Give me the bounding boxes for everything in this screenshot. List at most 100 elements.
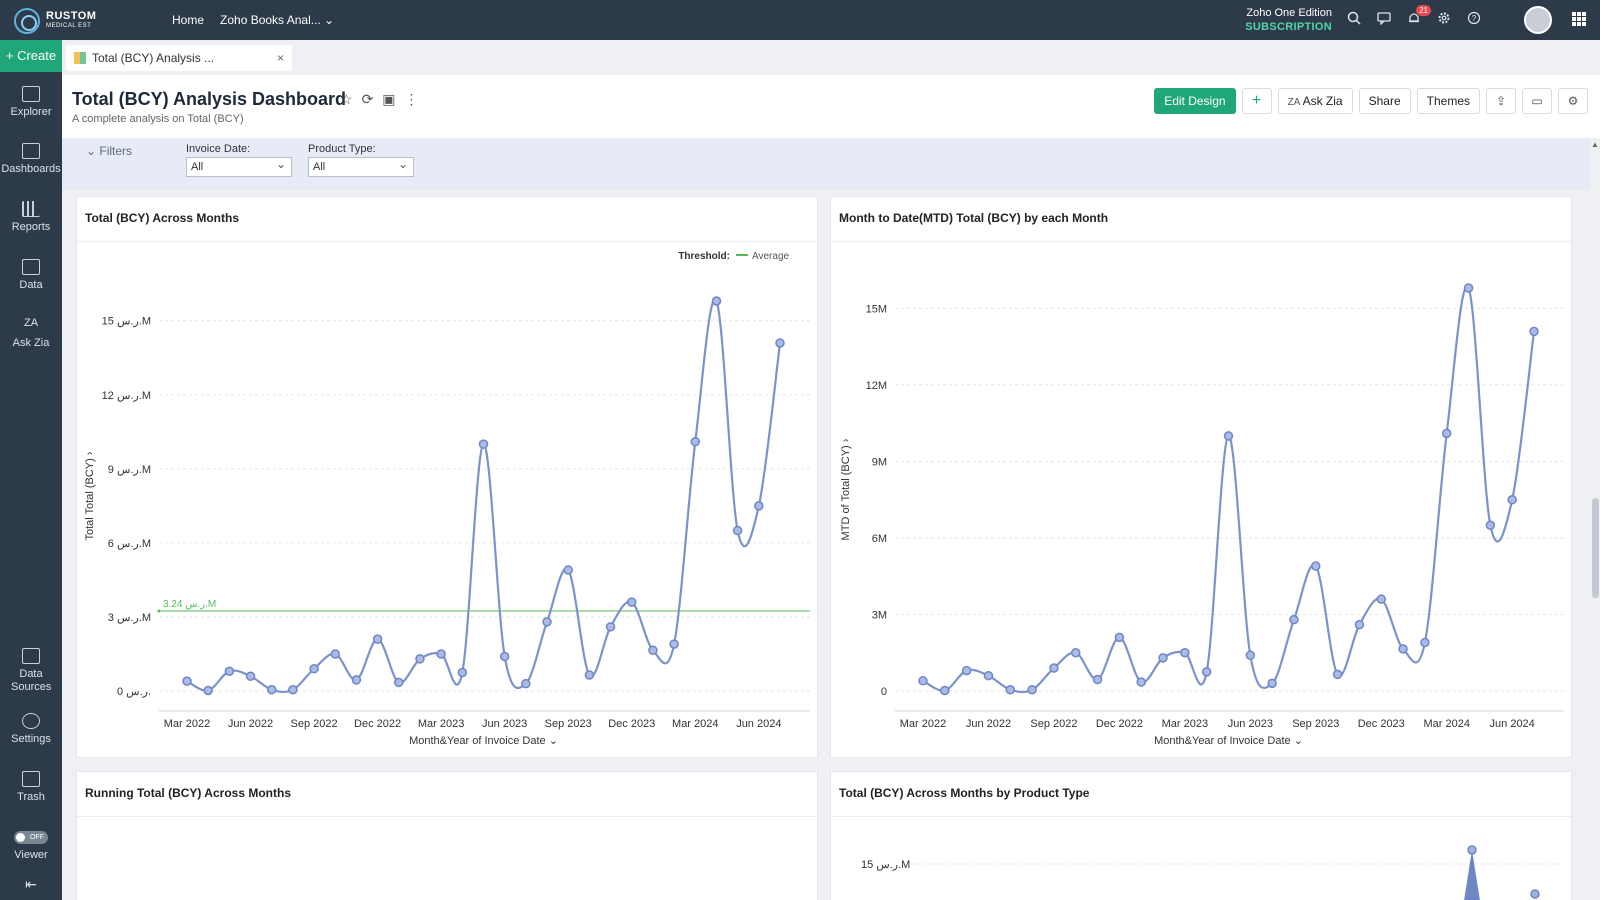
refresh-icon[interactable]: ⟳ (361, 91, 374, 107)
data-point (1027, 684, 1037, 695)
data-point (394, 677, 404, 688)
sidebar-item-viewer[interactable]: OFF Viewer (0, 831, 62, 862)
scroll-up-icon[interactable]: ▲ (1591, 140, 1599, 149)
nav-home[interactable]: Home (172, 13, 205, 27)
sidebar-item-explorer[interactable]: Explorer (0, 86, 62, 119)
x-tick-label: Sep 2023 (1292, 718, 1339, 730)
avatar[interactable] (1524, 6, 1552, 34)
company-logo[interactable]: RUSTOM MEDICAL EST (14, 8, 96, 34)
x-tick-label: Dec 2023 (608, 718, 655, 730)
x-tick-label: Mar 2024 (1423, 718, 1469, 730)
share-button[interactable]: Share (1358, 88, 1411, 114)
x-tick-label: Jun 2024 (1490, 718, 1535, 730)
chat-icon[interactable] (1376, 11, 1392, 27)
search-icon[interactable] (1346, 11, 1362, 27)
data-point (1180, 647, 1190, 658)
create-button[interactable]: + Create (0, 40, 62, 72)
close-icon[interactable]: × (276, 51, 284, 65)
data-point (1463, 283, 1474, 293)
data-point (245, 671, 256, 681)
top-bar: RUSTOM MEDICAL EST Home Zoho Books Anal.… (0, 0, 1600, 40)
data-point (436, 649, 446, 659)
data-point (690, 436, 701, 447)
themes-button[interactable]: Themes (1416, 88, 1480, 114)
product-type-select[interactable]: All (308, 155, 414, 177)
y-axis-title: MTD of Total (BCY) › (840, 438, 852, 540)
save-icon[interactable]: ▣ (382, 91, 396, 107)
comment-icon[interactable]: ▭ (1522, 88, 1552, 114)
export-icon[interactable]: ⇪ (1486, 88, 1516, 114)
sidebar-item-data[interactable]: Data (0, 259, 62, 292)
reports-icon (22, 201, 40, 217)
sidebar-item-label: Trash (17, 791, 45, 803)
data-point (627, 597, 637, 607)
data-point (1267, 678, 1277, 689)
dashboard-header: Total (BCY) Analysis Dashboard A complet… (62, 75, 1600, 138)
gear-icon[interactable] (1436, 11, 1452, 27)
page-subtitle: A complete analysis on Total (BCY) (72, 113, 244, 125)
x-tick-label: Mar 2022 (900, 718, 946, 730)
series-line (186, 298, 782, 694)
tab-dashboard[interactable]: Total (BCY) Analysis ... × (66, 45, 292, 71)
y-tick-label: 6 ر.س.M (108, 538, 151, 550)
collapse-sidebar-icon[interactable]: ⇤ (25, 876, 37, 892)
area-spike (1464, 850, 1480, 900)
sidebar-item-label: Reports (11, 221, 51, 233)
sidebar-item-dashboards[interactable]: Dashboards (0, 143, 62, 176)
sidebar-item-label: Dashboards (1, 163, 61, 175)
running-total-chart[interactable] (77, 772, 819, 900)
bell-icon[interactable]: 21 (1406, 5, 1431, 27)
add-button[interactable]: + (1241, 88, 1272, 114)
data-point (584, 670, 595, 680)
y-tick-label: 0 ر.س. (117, 686, 151, 698)
y-tick-label: 12M (866, 380, 887, 392)
y-tick-label: 9 ر.س.M (108, 464, 151, 476)
ask-zia-button[interactable]: ZA Ask Zia (1277, 88, 1353, 114)
invoice-date-select[interactable]: All (186, 155, 292, 177)
dashboards-icon (22, 143, 40, 159)
data-point (1136, 677, 1146, 687)
x-tick-label: Sep 2023 (545, 718, 592, 730)
help-icon[interactable]: ? (1466, 11, 1482, 27)
x-axis-title: Month&Year of Invoice Date ⌄ (1154, 735, 1303, 747)
sidebar-item-settings[interactable]: Settings (0, 713, 62, 746)
edition-info[interactable]: Zoho One Edition SUBSCRIPTION (1245, 6, 1332, 34)
y-tick-label: 0 (881, 686, 887, 698)
chart-panel-mtd-total: Month to Date(MTD) Total (BCY) by each M… (830, 196, 1572, 758)
sidebar-item-label: Explorer (10, 106, 52, 118)
filters-toggle[interactable]: ⌄ Filters (86, 144, 133, 158)
header-actions: Edit Design + ZA Ask Zia Share Themes ⇪ … (1154, 88, 1588, 114)
data-point (1485, 520, 1496, 530)
data-sources-icon (22, 648, 40, 664)
x-tick-label: Dec 2022 (354, 718, 401, 730)
subscription-link[interactable]: SUBSCRIPTION (1245, 21, 1332, 33)
apps-grid-icon[interactable] (1572, 12, 1586, 26)
line-chart-mtd[interactable]: 0 3M 6M 9M 12M 15M Mar 2022 Jun 2022 Sep 2022 Dec… (831, 197, 1573, 759)
explorer-icon (22, 86, 40, 102)
nav-workspace-dropdown[interactable]: Zoho Books Anal... ⌄ (220, 13, 334, 27)
data-point (961, 665, 972, 676)
sidebar-item-ask-zia[interactable]: ZA Ask Zia (0, 317, 62, 350)
edit-design-button[interactable]: Edit Design (1154, 88, 1236, 114)
star-icon[interactable]: ☆ (340, 91, 353, 107)
panel-title: Running Total (BCY) Across Months (85, 786, 291, 800)
more-options-icon[interactable]: ⋮ (404, 91, 419, 107)
y-tick-label: 3M (872, 609, 887, 621)
top-nav: Home Zoho Books Anal... ⌄ (172, 13, 334, 27)
settings-icon[interactable]: ⚙ (1558, 88, 1588, 114)
y-axis-title: Total Total (BCY) › (84, 451, 96, 540)
nav-workspace-label: Zoho Books Anal... (220, 13, 321, 27)
scrollbar-thumb[interactable] (1592, 498, 1599, 598)
page-title: Total (BCY) Analysis Dashboard (72, 89, 347, 109)
x-tick-label: Mar 2023 (1162, 718, 1208, 730)
data-point (1201, 667, 1212, 677)
data-point (478, 439, 489, 449)
viewer-toggle[interactable]: OFF (14, 831, 48, 844)
threshold-marker (157, 609, 161, 613)
sidebar-item-data-sources[interactable]: Data Sources (0, 648, 62, 694)
sidebar-item-trash[interactable]: Trash (0, 771, 62, 804)
line-chart-total[interactable]: 0 ر.س. 3 ر.س.M 6 ر.س.M 9 ر.س.M 12 ر.س.M 15 ر.… (77, 197, 819, 759)
sidebar-item-reports[interactable]: Reports (0, 201, 62, 234)
data-point (499, 651, 510, 662)
product-type-chart[interactable] (831, 772, 1573, 900)
